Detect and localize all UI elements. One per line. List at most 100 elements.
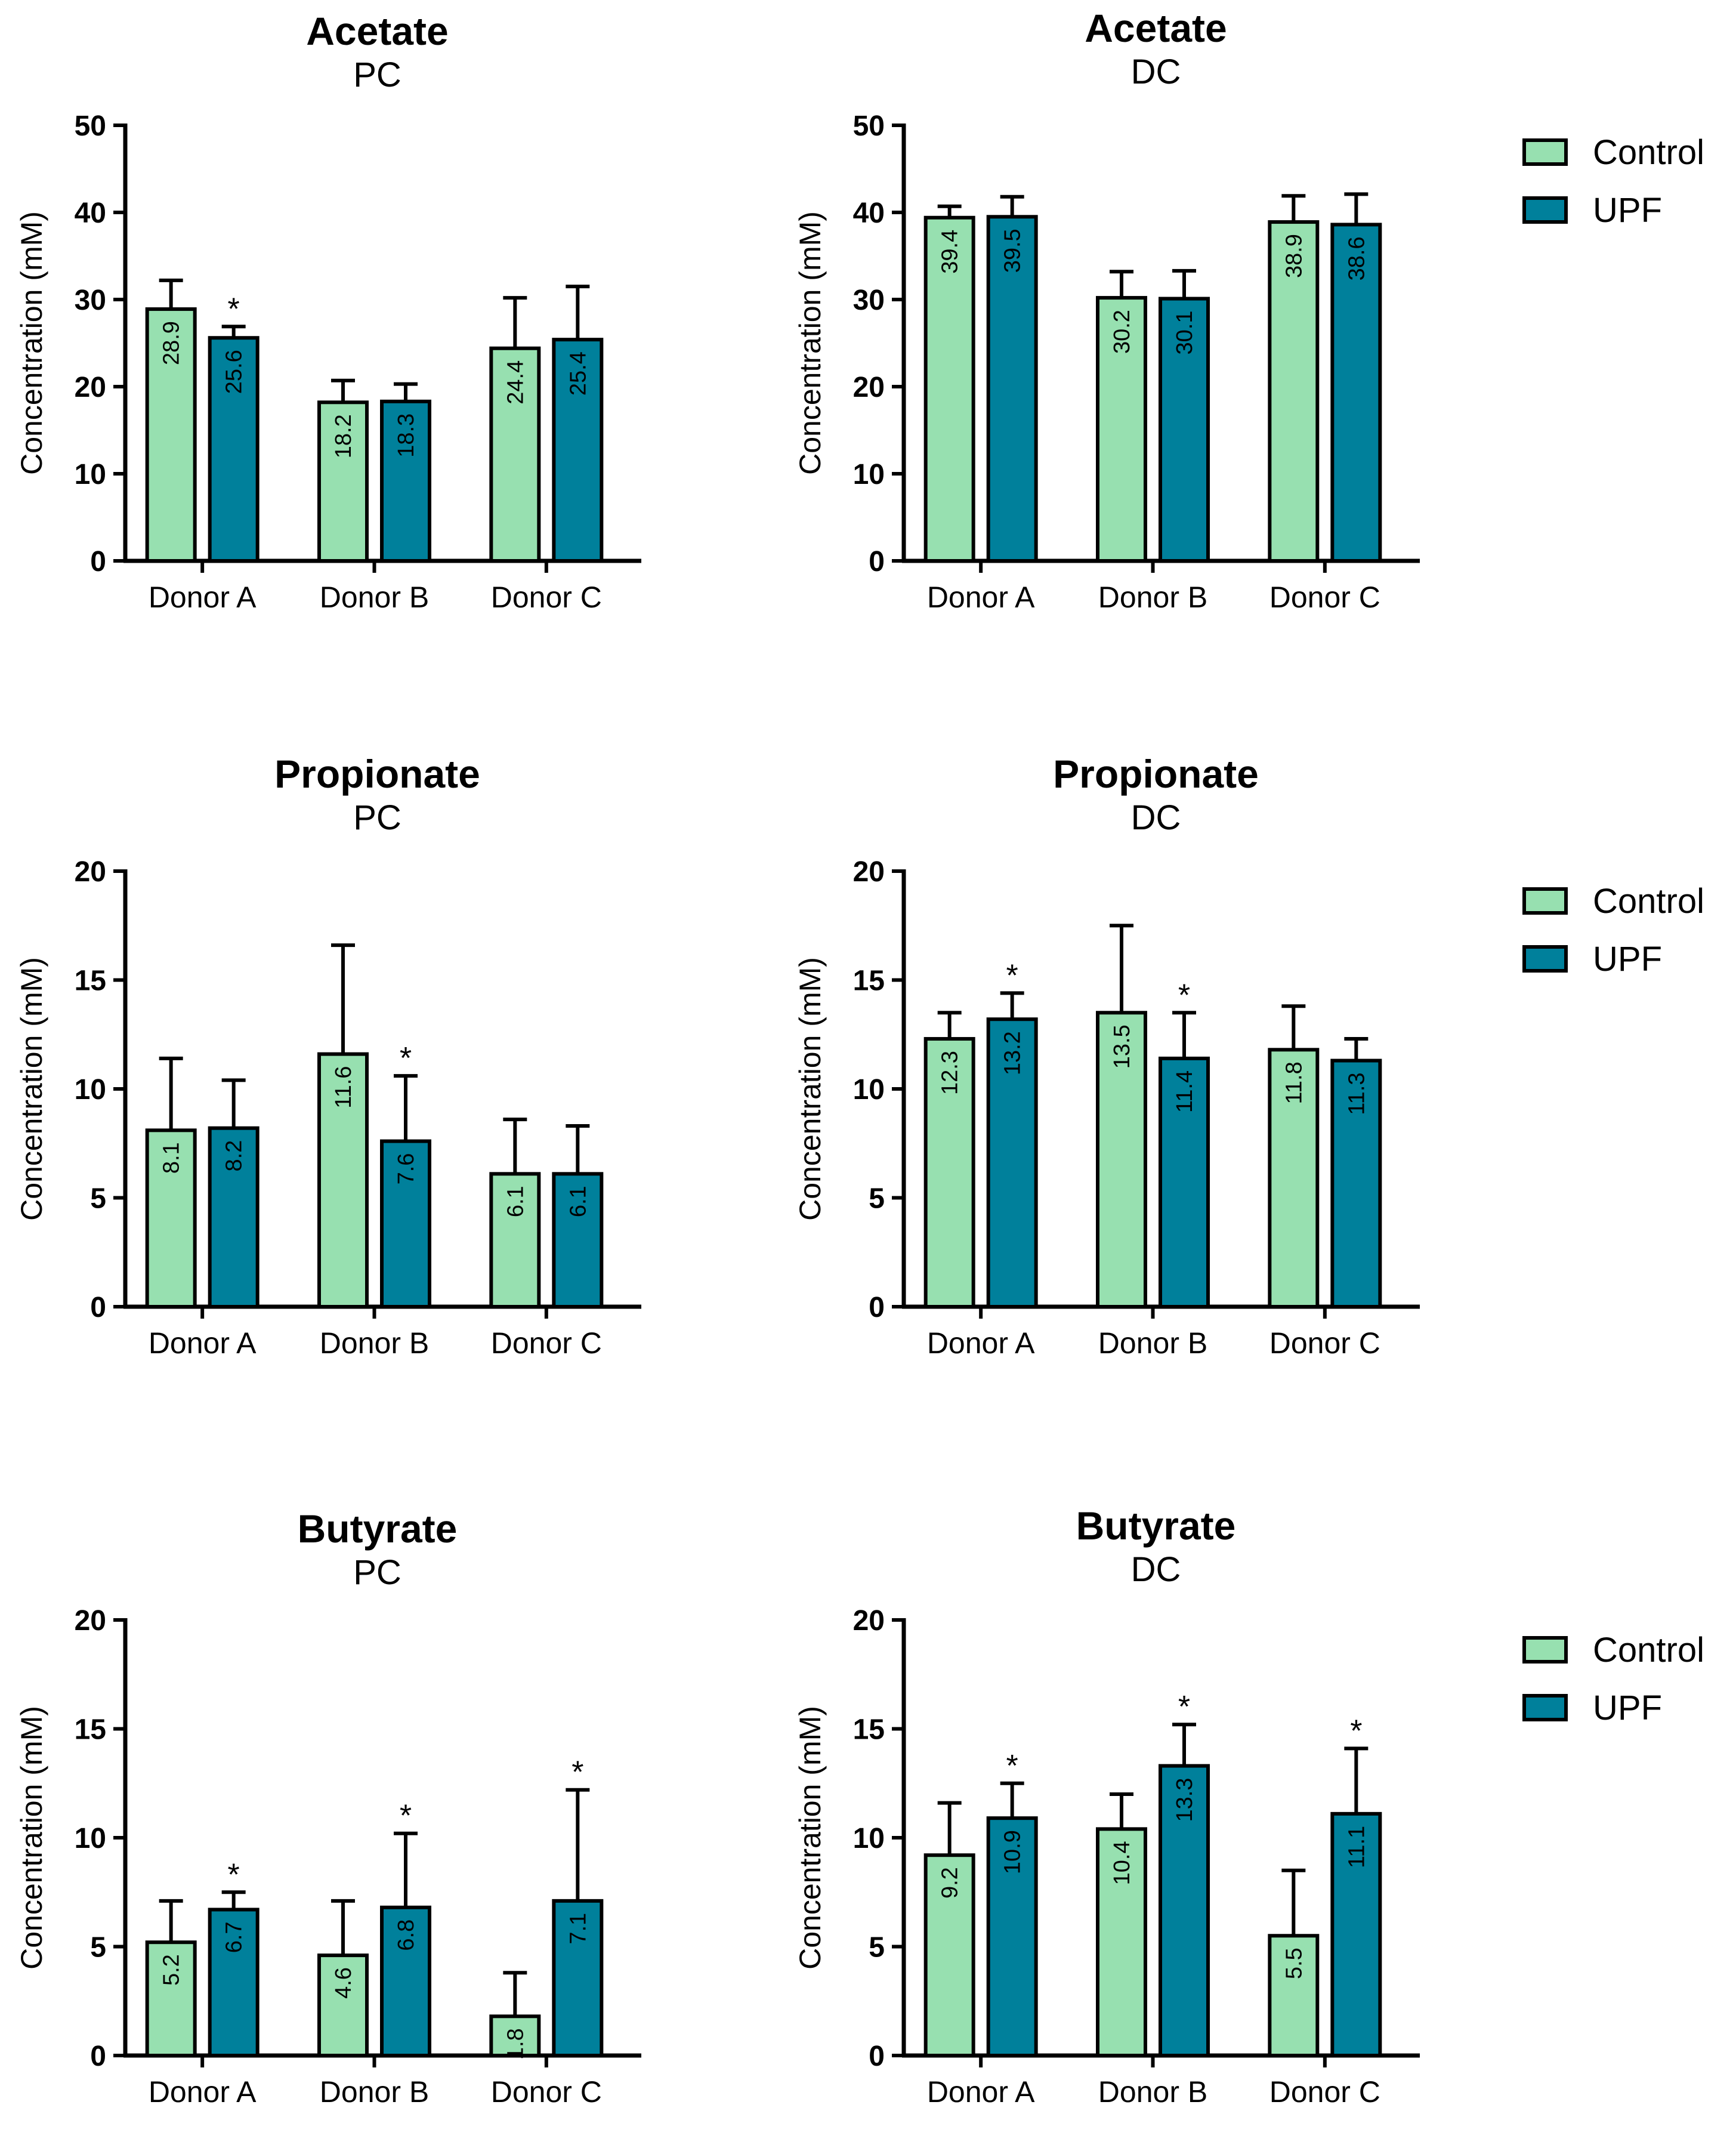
significance-star: * bbox=[1006, 958, 1018, 993]
significance-star: * bbox=[572, 1755, 583, 1790]
y-axis-label: Concentration (mM) bbox=[15, 1706, 48, 1970]
x-tick-label: Donor A bbox=[927, 1326, 1035, 1360]
bar-upf bbox=[986, 215, 1038, 563]
significance-star: * bbox=[400, 1041, 412, 1076]
bar-upf bbox=[552, 1899, 604, 2058]
bar-control bbox=[145, 1128, 197, 1308]
chart-title: Propionate bbox=[274, 752, 480, 796]
data-label: 8.1 bbox=[159, 1142, 184, 1174]
bar-control bbox=[489, 346, 541, 563]
legend: Control UPF bbox=[1522, 882, 1704, 979]
y-tick-label: 10 bbox=[75, 1823, 106, 1854]
data-label: 38.6 bbox=[1344, 236, 1369, 280]
legend-label-control: Control bbox=[1593, 882, 1704, 921]
y-tick-label: 0 bbox=[90, 546, 106, 578]
data-label: 18.3 bbox=[394, 413, 419, 458]
significance-star: * bbox=[1350, 1714, 1362, 1748]
y-tick-label: 5 bbox=[869, 1183, 885, 1215]
x-tick-label: Donor A bbox=[927, 581, 1035, 614]
data-label: 11.1 bbox=[1344, 1826, 1369, 1868]
x-tick-label: Donor A bbox=[149, 581, 257, 614]
y-tick-label: 20 bbox=[853, 1605, 885, 1637]
y-axis-label: Concentration (mM) bbox=[793, 957, 827, 1221]
bar-control bbox=[1096, 1827, 1147, 2057]
y-tick-label: 0 bbox=[869, 2041, 885, 2072]
y-tick-label: 20 bbox=[75, 372, 106, 403]
bar-upf bbox=[208, 336, 260, 563]
y-tick-label: 5 bbox=[90, 1183, 106, 1215]
data-label: 11.4 bbox=[1172, 1070, 1197, 1113]
bar-upf bbox=[986, 1017, 1038, 1308]
y-tick-label: 20 bbox=[75, 856, 106, 888]
bar-control bbox=[317, 400, 369, 563]
bar-control bbox=[145, 307, 197, 563]
legend: Control UPF bbox=[1522, 1631, 1704, 1727]
y-tick-label: 10 bbox=[853, 459, 885, 490]
chart-subtitle: PC bbox=[353, 1553, 401, 1592]
legend-swatch-upf bbox=[1522, 945, 1568, 973]
chart-title: Butyrate bbox=[298, 1507, 458, 1551]
y-axis-label: Concentration (mM) bbox=[793, 1706, 827, 1970]
y-tick-label: 30 bbox=[75, 285, 106, 316]
legend: Control UPF bbox=[1522, 133, 1704, 230]
data-label: 6.1 bbox=[503, 1186, 528, 1217]
y-tick-label: 0 bbox=[90, 1292, 106, 1323]
data-label: 13.2 bbox=[1000, 1031, 1025, 1075]
legend-label-control: Control bbox=[1593, 1631, 1704, 1669]
y-tick-label: 5 bbox=[90, 1932, 106, 1964]
data-label: 7.1 bbox=[566, 1913, 591, 1945]
legend-label-control: Control bbox=[1593, 133, 1704, 172]
legend-label-upf: UPF bbox=[1593, 191, 1662, 230]
y-tick-label: 50 bbox=[853, 110, 885, 142]
x-tick-label: Donor B bbox=[1098, 1326, 1207, 1360]
x-tick-label: Donor C bbox=[1269, 2075, 1380, 2109]
bar-upf bbox=[208, 1126, 260, 1308]
y-tick-label: 10 bbox=[75, 459, 106, 490]
data-label: 39.4 bbox=[938, 230, 963, 274]
data-label: 11.3 bbox=[1344, 1073, 1369, 1115]
chart-subtitle: PC bbox=[353, 55, 401, 94]
y-axis-label: Concentration (mM) bbox=[793, 211, 827, 475]
legend-label-upf: UPF bbox=[1593, 1689, 1662, 1727]
x-tick-label: Donor B bbox=[1098, 581, 1207, 614]
bar-control bbox=[1268, 1934, 1320, 2057]
chart-title: Acetate bbox=[306, 9, 448, 53]
bar-upf bbox=[380, 1139, 431, 1308]
bar-control bbox=[923, 215, 975, 563]
significance-star: * bbox=[228, 292, 240, 326]
legend-label-upf: UPF bbox=[1593, 940, 1662, 979]
data-label: 1.8 bbox=[503, 2028, 528, 2060]
bar-upf bbox=[380, 399, 431, 563]
x-tick-label: Donor A bbox=[927, 2075, 1035, 2109]
x-tick-label: Donor C bbox=[491, 1326, 602, 1360]
significance-star: * bbox=[1178, 1690, 1190, 1724]
x-tick-label: Donor B bbox=[320, 1326, 429, 1360]
data-label: 4.6 bbox=[331, 1967, 356, 1999]
bar-control bbox=[1268, 1048, 1320, 1309]
x-tick-label: Donor B bbox=[1098, 2075, 1207, 2109]
data-label: 5.5 bbox=[1281, 1948, 1306, 1979]
bar-control bbox=[317, 1953, 369, 2058]
data-label: 28.9 bbox=[159, 321, 184, 365]
chart-title: Butyrate bbox=[1076, 1504, 1236, 1548]
x-tick-label: Donor B bbox=[320, 581, 429, 614]
bar-control bbox=[1096, 1011, 1147, 1308]
data-label: 38.9 bbox=[1281, 234, 1306, 278]
bar-upf bbox=[1330, 1058, 1382, 1309]
chart-title: Acetate bbox=[1085, 6, 1227, 50]
y-tick-label: 40 bbox=[75, 197, 106, 229]
legend-swatch-control bbox=[1522, 887, 1568, 915]
x-tick-label: Donor B bbox=[320, 2075, 429, 2109]
legend-swatch-control bbox=[1522, 138, 1568, 166]
bar-control bbox=[1096, 296, 1147, 563]
y-tick-label: 0 bbox=[869, 546, 885, 578]
y-tick-label: 15 bbox=[75, 1714, 106, 1746]
y-tick-label: 15 bbox=[75, 965, 106, 997]
bar-upf bbox=[1159, 1764, 1210, 2058]
y-axis-label: Concentration (mM) bbox=[15, 211, 48, 475]
x-tick-label: Donor C bbox=[491, 581, 602, 614]
legend-swatch-control bbox=[1522, 1636, 1568, 1664]
